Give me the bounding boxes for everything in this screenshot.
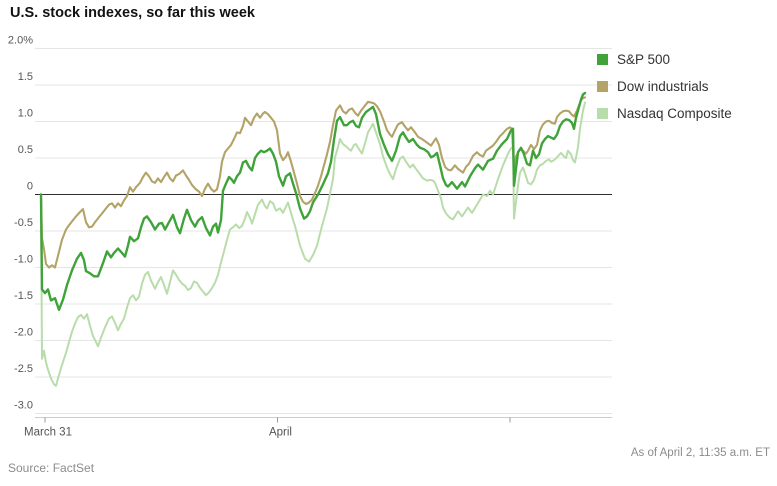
y-gridlines [35, 48, 612, 414]
svg-text:2.0%: 2.0% [8, 35, 33, 47]
svg-text:-2.5: -2.5 [14, 363, 33, 375]
chart-title: U.S. stock indexes, so far this week [10, 5, 255, 21]
chart-legend: S&P 500 Dow industrials Nasdaq Composite [597, 51, 732, 132]
legend-label-dow: Dow industrials [617, 78, 709, 94]
y-axis-labels: 2.0% 1.5 1.0 0.5 0 -0.5 -1.0 -1.5 -2.0 -2.5 -3.0 [8, 35, 33, 412]
svg-text:-3.0: -3.0 [14, 400, 33, 412]
legend-label-sp500: S&P 500 [617, 51, 671, 67]
x-axis: March 31 April [24, 417, 612, 439]
source-note: Source: FactSet [8, 461, 95, 475]
legend-item-sp500: S&P 500 [597, 51, 732, 67]
as-of-note: As of April 2, 11:35 a.m. ET [630, 447, 770, 459]
nasdaq-swatch-icon [597, 107, 608, 119]
svg-text:-1.5: -1.5 [14, 290, 33, 302]
sp500-swatch-icon [597, 53, 608, 65]
svg-text:0: 0 [27, 181, 33, 193]
series-line-dow-industrials [39, 96, 587, 269]
svg-text:-1.0: -1.0 [14, 254, 33, 266]
svg-text:1.0: 1.0 [18, 108, 33, 120]
legend-item-dow: Dow industrials [597, 78, 732, 94]
svg-text:March 31: March 31 [24, 427, 72, 439]
legend-label-nasdaq: Nasdaq Composite [617, 105, 732, 121]
svg-text:-2.0: -2.0 [14, 327, 33, 339]
dow-swatch-icon [597, 80, 608, 92]
svg-text:1.5: 1.5 [18, 71, 33, 83]
legend-item-nasdaq: Nasdaq Composite [597, 105, 732, 121]
svg-text:-0.5: -0.5 [14, 217, 33, 229]
series-line-s-p-500 [39, 91, 587, 311]
svg-text:April: April [269, 427, 292, 439]
svg-text:0.5: 0.5 [18, 144, 33, 156]
series-line-nasdaq-composite [40, 101, 586, 387]
